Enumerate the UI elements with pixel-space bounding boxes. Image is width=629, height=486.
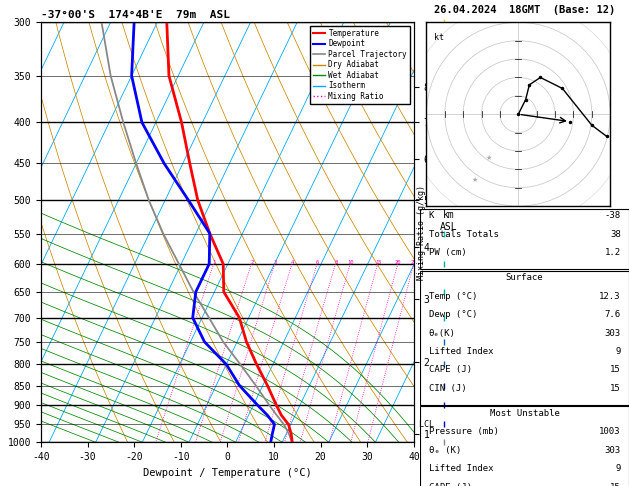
Text: 10: 10 <box>347 260 354 265</box>
Text: PW (cm): PW (cm) <box>428 248 466 258</box>
Text: Dewp (°C): Dewp (°C) <box>428 310 477 319</box>
Text: Surface: Surface <box>506 273 543 282</box>
Text: 8: 8 <box>335 260 338 265</box>
Text: Pressure (mb): Pressure (mb) <box>428 427 498 436</box>
Text: 1.2: 1.2 <box>604 248 621 258</box>
Text: Mixing Ratio (g/kg): Mixing Ratio (g/kg) <box>417 185 426 279</box>
Text: 15: 15 <box>610 483 621 486</box>
Text: LCL: LCL <box>414 420 434 429</box>
Text: Lifted Index: Lifted Index <box>428 347 493 356</box>
Text: Lifted Index: Lifted Index <box>428 464 493 473</box>
Text: 4: 4 <box>291 260 294 265</box>
Text: 9: 9 <box>615 347 621 356</box>
Y-axis label: km
ASL: km ASL <box>440 210 458 232</box>
Text: 20: 20 <box>395 260 401 265</box>
Text: 6: 6 <box>316 260 319 265</box>
Y-axis label: hPa: hPa <box>0 222 2 242</box>
Text: Temp (°C): Temp (°C) <box>428 292 477 301</box>
Text: 1: 1 <box>213 260 216 265</box>
Bar <box>420 271 629 405</box>
Text: ★: ★ <box>471 177 477 183</box>
Text: 38: 38 <box>610 230 621 239</box>
Text: θₑ (K): θₑ (K) <box>428 446 461 455</box>
Text: 15: 15 <box>375 260 381 265</box>
Bar <box>420 406 629 486</box>
Text: 15: 15 <box>610 365 621 375</box>
Text: 1003: 1003 <box>599 427 621 436</box>
Text: 7.6: 7.6 <box>604 310 621 319</box>
Text: K: K <box>428 211 434 221</box>
Text: Most Unstable: Most Unstable <box>489 409 560 418</box>
Text: 12.3: 12.3 <box>599 292 621 301</box>
Text: -37°00'S  174°4B'E  79m  ASL: -37°00'S 174°4B'E 79m ASL <box>41 10 230 20</box>
Text: 303: 303 <box>604 329 621 338</box>
Text: ★: ★ <box>486 156 492 161</box>
Text: kt: kt <box>434 34 444 42</box>
Text: 9: 9 <box>615 464 621 473</box>
Bar <box>420 209 629 269</box>
Text: 26.04.2024  18GMT  (Base: 12): 26.04.2024 18GMT (Base: 12) <box>434 5 615 15</box>
Text: θₑ(K): θₑ(K) <box>428 329 455 338</box>
Legend: Temperature, Dewpoint, Parcel Trajectory, Dry Adiabat, Wet Adiabat, Isotherm, Mi: Temperature, Dewpoint, Parcel Trajectory… <box>310 26 410 104</box>
Text: 3: 3 <box>274 260 277 265</box>
Text: 15: 15 <box>610 384 621 393</box>
X-axis label: Dewpoint / Temperature (°C): Dewpoint / Temperature (°C) <box>143 468 312 478</box>
Text: 2: 2 <box>250 260 253 265</box>
Text: -38: -38 <box>604 211 621 221</box>
Text: Totals Totals: Totals Totals <box>428 230 498 239</box>
Text: 303: 303 <box>604 446 621 455</box>
Text: CAPE (J): CAPE (J) <box>428 365 472 375</box>
Text: 25: 25 <box>411 260 418 265</box>
Text: CAPE (J): CAPE (J) <box>428 483 472 486</box>
Text: CIN (J): CIN (J) <box>428 384 466 393</box>
